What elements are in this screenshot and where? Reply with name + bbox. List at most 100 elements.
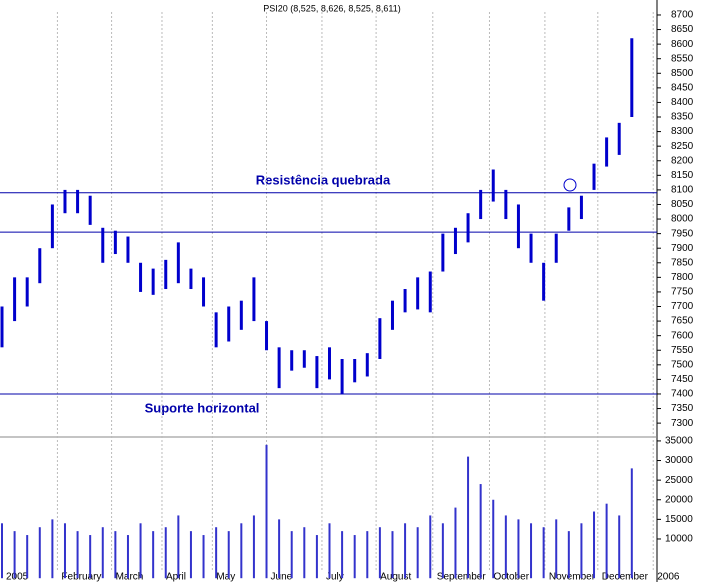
x-tick-label: August — [380, 572, 411, 582]
volume-bar — [227, 531, 230, 579]
volume-bar — [404, 523, 407, 579]
volume-bar — [315, 535, 318, 579]
volume-bar — [189, 531, 192, 579]
volume-bar — [580, 523, 583, 579]
y-tick-label: 7300 — [671, 418, 694, 429]
volume-bar — [114, 531, 117, 579]
y-tick-label: 7400 — [671, 389, 694, 400]
volume-bar — [353, 535, 356, 579]
y-tick-label: 8400 — [671, 97, 694, 108]
volume-bar — [378, 527, 381, 579]
chart-title: PSI20 (8,525, 8,626, 8,525, 8,611) — [263, 3, 400, 13]
volume-bar — [454, 507, 457, 579]
volume-bar — [63, 523, 66, 579]
volume-bar — [618, 515, 621, 579]
volume-bar — [139, 523, 142, 579]
volume-bar — [517, 519, 520, 579]
y-tick-label: 8150 — [671, 170, 694, 181]
x-tick-label: September — [437, 572, 487, 582]
y-tick-label: 7700 — [671, 301, 694, 312]
y-tick-label: 8600 — [671, 39, 694, 50]
volume-bar — [593, 511, 596, 579]
y2-tick-label: 20000 — [665, 494, 693, 505]
x-tick-label: 2006 — [657, 572, 680, 582]
y-tick-label: 7650 — [671, 316, 694, 327]
x-tick-label: October — [493, 572, 529, 582]
y-tick-label: 8250 — [671, 141, 694, 152]
x-tick-label: March — [116, 572, 144, 582]
y2-tick-label: 15000 — [665, 514, 693, 525]
y-tick-label: 7600 — [671, 330, 694, 341]
y-tick-label: 8300 — [671, 126, 694, 137]
x-tick-label: July — [326, 572, 344, 582]
volume-bar — [278, 519, 281, 579]
y-tick-label: 7750 — [671, 287, 694, 298]
y-tick-label: 8550 — [671, 53, 694, 64]
volume-bar — [38, 527, 41, 579]
y-tick-label: 7950 — [671, 228, 694, 239]
y2-tick-label: 10000 — [665, 534, 693, 545]
y-tick-label: 8050 — [671, 199, 694, 210]
volume-bar — [265, 444, 268, 579]
y2-tick-label: 30000 — [665, 455, 693, 466]
volume-bar — [177, 515, 180, 579]
volume-bar — [215, 527, 218, 579]
volume-bar — [1, 523, 3, 579]
y-tick-label: 8700 — [671, 10, 694, 21]
y-tick-label: 7350 — [671, 403, 694, 414]
volume-bar — [555, 519, 558, 579]
volume-bar — [416, 527, 419, 579]
volume-bar — [429, 515, 432, 579]
volume-bar — [252, 515, 255, 579]
y-tick-label: 7850 — [671, 257, 694, 268]
volume-bar — [26, 535, 29, 579]
x-tick-label: May — [216, 572, 235, 582]
x-tick-label: February — [61, 572, 101, 582]
volume-bar — [341, 531, 344, 579]
volume-bar — [126, 535, 129, 579]
y-tick-label: 7500 — [671, 359, 694, 370]
x-tick-label: 2005 — [6, 572, 29, 582]
volume-bar — [164, 527, 167, 579]
volume-bar — [605, 503, 608, 579]
volume-bar — [303, 527, 306, 579]
volume-bar — [504, 515, 507, 579]
volume-bar — [441, 523, 444, 579]
y-tick-label: 8650 — [671, 24, 694, 35]
volume-bar — [530, 523, 533, 579]
volume-bar — [76, 531, 79, 579]
volume-bar — [467, 456, 470, 579]
volume-bar — [630, 468, 633, 579]
annotation: Suporte horizontal — [145, 400, 260, 415]
y-tick-label: 7900 — [671, 243, 694, 254]
y-tick-label: 8200 — [671, 155, 694, 166]
y-tick-label: 7800 — [671, 272, 694, 283]
y-tick-label: 8500 — [671, 68, 694, 79]
smiley — [563, 178, 577, 192]
y-tick-label: 8450 — [671, 83, 694, 94]
volume-bar — [152, 531, 155, 579]
volume-bar — [13, 531, 16, 579]
y-tick-label: 7450 — [671, 374, 694, 385]
volume-bar — [202, 535, 205, 579]
volume-bar — [366, 531, 369, 579]
volume-bar — [101, 527, 104, 579]
volume-bar — [492, 499, 495, 579]
volume-bar — [479, 484, 482, 579]
volume-bar — [542, 527, 545, 579]
y-tick-label: 7550 — [671, 345, 694, 356]
volume-bar — [240, 523, 243, 579]
volume-bar — [290, 531, 293, 579]
y-tick-label: 8100 — [671, 185, 694, 196]
y2-tick-label: 35000 — [665, 436, 693, 447]
y2-tick-label: 25000 — [665, 475, 693, 486]
volume-bar — [391, 531, 394, 579]
volume-bar — [51, 519, 54, 579]
annotation: Resistência quebrada — [256, 172, 391, 187]
x-tick-label: December — [602, 572, 649, 582]
volume-bar — [89, 535, 92, 579]
x-tick-label: April — [166, 572, 186, 582]
volume-bar — [328, 523, 331, 579]
volume-bar — [567, 531, 570, 579]
